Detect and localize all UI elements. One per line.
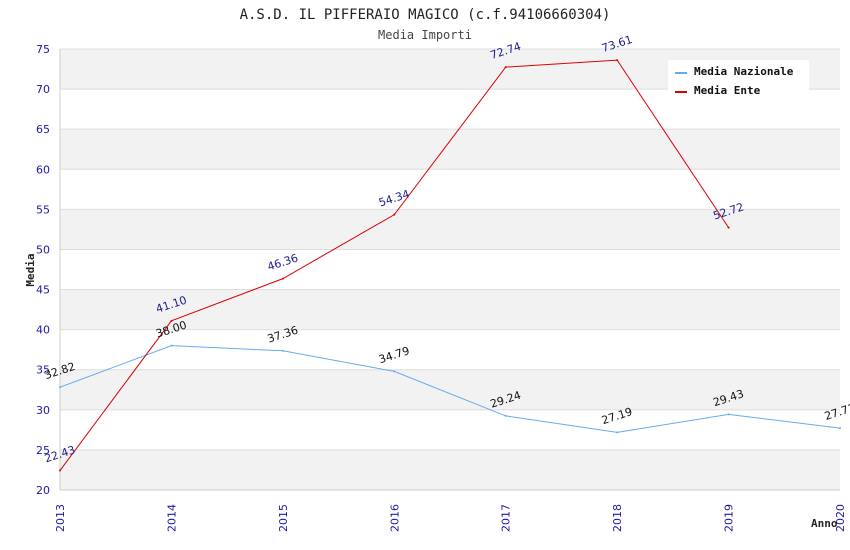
grid-band	[60, 209, 840, 250]
data-point	[504, 414, 507, 417]
x-axis-label: Anno	[811, 517, 838, 530]
x-tick-label: 2015	[277, 504, 290, 532]
series-group	[59, 59, 841, 472]
y-tick-label: 50	[36, 243, 50, 256]
x-tick-label: 2017	[500, 504, 513, 532]
data-point	[504, 66, 507, 69]
y-tick-label: 20	[36, 484, 50, 497]
data-point	[281, 349, 284, 352]
data-label: 54.34	[377, 187, 411, 209]
legend-label-nazionale: Media Nazionale	[694, 65, 794, 78]
y-tick-label: 35	[36, 364, 50, 377]
x-tick-label: 2018	[611, 504, 624, 532]
grid-band	[60, 369, 840, 410]
x-tick-label: 2020	[834, 504, 847, 532]
y-tick-labels: 20 25 30 35 40 45 50 55 60 65 70 75	[36, 43, 50, 497]
data-point	[59, 469, 61, 472]
data-point	[727, 413, 730, 416]
series-line-0	[59, 345, 841, 433]
x-tick-label: 2019	[723, 504, 736, 532]
grid-bands	[60, 49, 840, 490]
y-tick-label: 70	[36, 83, 50, 96]
data-point	[281, 277, 284, 280]
legend-label-ente: Media Ente	[694, 84, 761, 97]
data-label: 34.79	[377, 344, 411, 366]
y-tick-label: 40	[36, 324, 50, 337]
data-point	[616, 431, 619, 434]
data-label: 46.36	[266, 251, 300, 273]
y-tick-label: 55	[36, 203, 50, 216]
y-tick-label: 65	[36, 123, 50, 136]
y-tick-label: 30	[36, 404, 50, 417]
data-point	[170, 344, 173, 347]
chart-subtitle: Media Importi	[378, 28, 472, 42]
data-point	[393, 213, 396, 216]
gridlines	[60, 48, 840, 491]
x-tick-label: 2016	[388, 504, 401, 532]
y-axis-label: Media	[24, 253, 37, 286]
grid-band	[60, 129, 840, 170]
x-tick-label: 2013	[54, 504, 67, 532]
chart-title: A.S.D. IL PIFFERAIO MAGICO (c.f.94106660…	[240, 7, 611, 23]
y-tick-label: 45	[36, 284, 50, 297]
data-point	[616, 59, 619, 62]
y-tick-label: 75	[36, 43, 50, 56]
data-point	[59, 386, 61, 389]
grid-band	[60, 289, 840, 330]
y-tick-label: 60	[36, 163, 50, 176]
legend: Media Nazionale Media Ente	[668, 60, 809, 102]
legend-box	[668, 60, 809, 102]
x-tick-label: 2014	[165, 504, 178, 532]
y-tick-label: 25	[36, 444, 50, 457]
data-point	[170, 319, 173, 322]
data-point	[727, 226, 730, 229]
data-point	[839, 427, 841, 430]
grid-band	[60, 449, 840, 490]
data-point	[393, 370, 396, 373]
x-tick-labels: 2013 2014 2015 2016 2017 2018 2019 2020	[54, 504, 847, 532]
